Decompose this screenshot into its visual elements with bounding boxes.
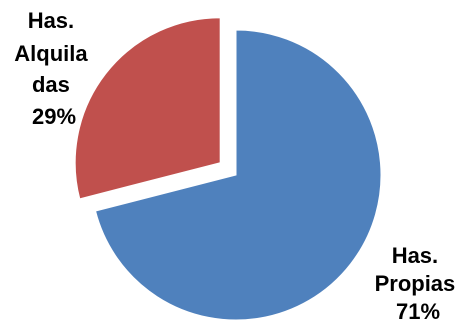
pie-slice-1 <box>74 17 221 200</box>
propias-percent-label: 71% <box>396 299 440 324</box>
alquiladas-percent-label: 29% <box>32 104 76 129</box>
slice-label-propias: Has. Propias 71% <box>375 243 462 324</box>
alquiladas-label-line-1: Has. <box>28 8 74 33</box>
pie-slice-0 <box>94 29 382 321</box>
alquiladas-label-line-2: Alquila <box>14 41 88 66</box>
propias-label-line-1: Has. <box>392 243 438 268</box>
pie-slices <box>74 17 382 321</box>
alquiladas-label-line-3: das <box>32 72 70 97</box>
propias-label-line-2: Propias <box>375 271 456 296</box>
slice-label-alquiladas: Has. Alquila das 29% <box>14 8 93 129</box>
